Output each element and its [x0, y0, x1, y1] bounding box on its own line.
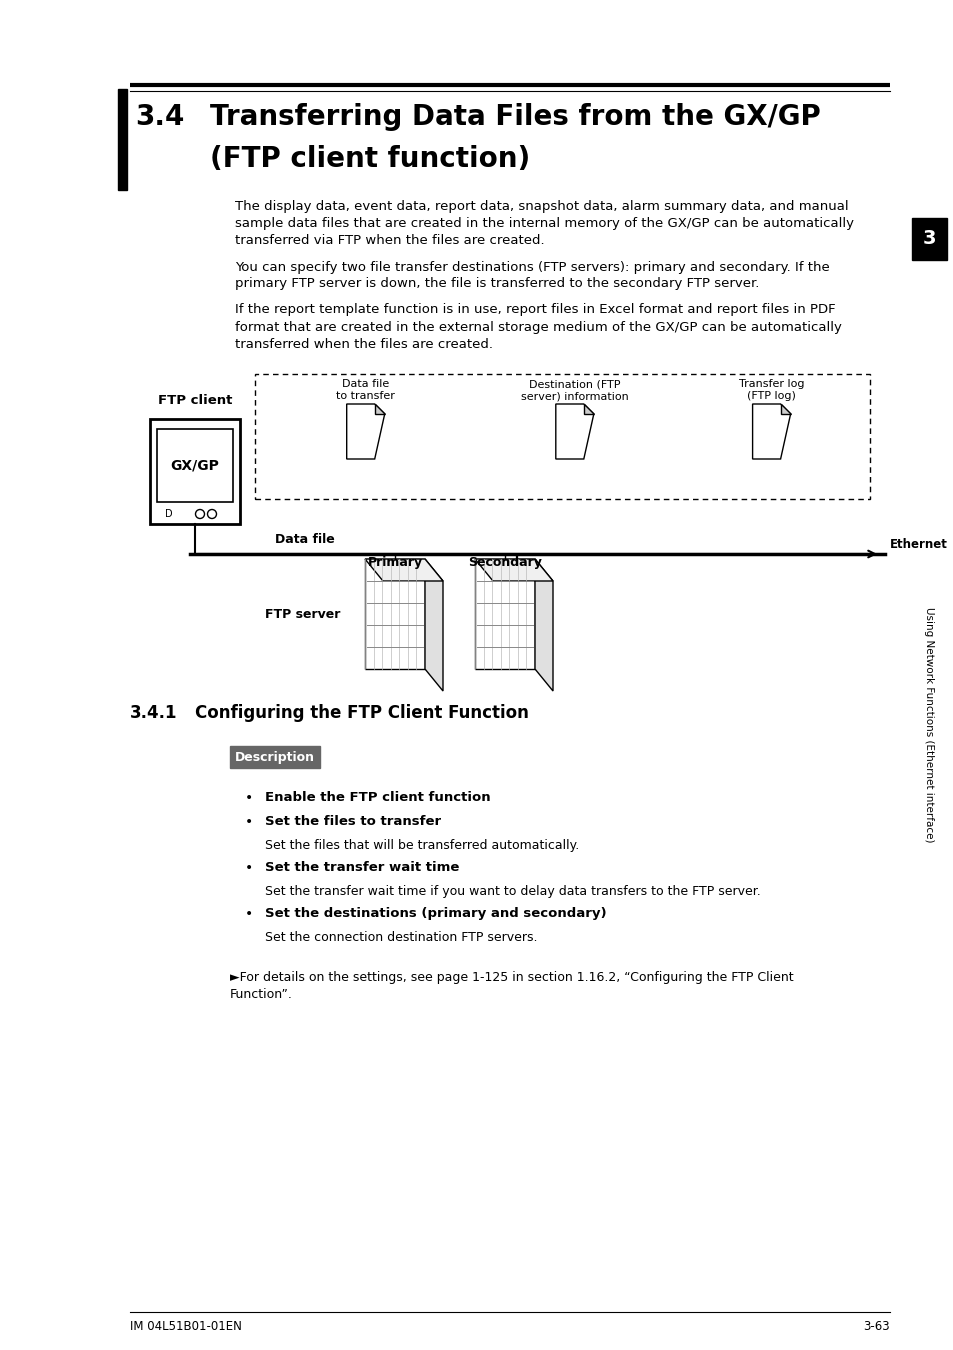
Polygon shape [780, 404, 790, 414]
Polygon shape [424, 559, 442, 691]
Text: IM 04L51B01-01EN: IM 04L51B01-01EN [130, 1320, 242, 1332]
Bar [254, 374, 869, 500]
Polygon shape [475, 559, 553, 580]
Text: Set the destinations (primary and secondary): Set the destinations (primary and second… [265, 907, 606, 919]
Text: 3: 3 [922, 230, 935, 248]
Polygon shape [752, 404, 790, 459]
Text: 3.4: 3.4 [135, 103, 184, 131]
Text: The display data, event data, report data, snapshot data, alarm summary data, an: The display data, event data, report dat… [234, 200, 853, 247]
Text: Set the connection destination FTP servers.: Set the connection destination FTP serve… [265, 931, 537, 944]
Polygon shape [365, 559, 442, 580]
Text: Enable the FTP client function: Enable the FTP client function [265, 791, 490, 805]
Text: Destination (FTP
server) information: Destination (FTP server) information [520, 379, 628, 401]
Bar [230, 747, 319, 768]
Text: •: • [245, 815, 253, 829]
Text: FTP client: FTP client [157, 394, 232, 406]
Text: Set the transfer wait time if you want to delay data transfers to the FTP server: Set the transfer wait time if you want t… [265, 886, 760, 898]
Text: Configuring the FTP Client Function: Configuring the FTP Client Function [194, 703, 528, 722]
Text: 3.4.1: 3.4.1 [130, 703, 177, 722]
Bar [150, 418, 240, 524]
Polygon shape [375, 404, 384, 414]
Text: Description: Description [234, 751, 314, 764]
Text: Data file
to transfer: Data file to transfer [335, 379, 395, 401]
Text: ►For details on the settings, see page 1-125 in section 1.16.2, “Configuring the: ►For details on the settings, see page 1… [230, 971, 793, 1000]
Text: FTP server: FTP server [264, 608, 339, 621]
Text: •: • [245, 791, 253, 805]
Text: 3-63: 3-63 [862, 1320, 889, 1332]
Polygon shape [556, 404, 593, 459]
Bar [118, 89, 127, 190]
Text: Primary: Primary [367, 556, 422, 568]
Text: You can specify two file transfer destinations (FTP servers): primary and second: You can specify two file transfer destin… [234, 261, 829, 290]
Text: (FTP client function): (FTP client function) [210, 144, 530, 173]
Polygon shape [346, 404, 384, 459]
Text: Secondary: Secondary [468, 556, 541, 568]
Bar [475, 559, 535, 670]
Text: If the report template function is in use, report files in Excel format and repo: If the report template function is in us… [234, 304, 841, 351]
Polygon shape [583, 404, 593, 414]
Text: D: D [165, 509, 172, 518]
Text: Set the transfer wait time: Set the transfer wait time [265, 861, 459, 873]
Text: GX/GP: GX/GP [171, 459, 219, 472]
Text: Set the files to transfer: Set the files to transfer [265, 815, 440, 828]
Text: Transfer log
(FTP log): Transfer log (FTP log) [738, 379, 803, 401]
Bar [911, 217, 946, 261]
Text: Transferring Data Files from the GX/GP: Transferring Data Files from the GX/GP [210, 103, 820, 131]
Text: Set the files that will be transferred automatically.: Set the files that will be transferred a… [265, 838, 578, 852]
Text: •: • [245, 861, 253, 875]
Text: •: • [245, 907, 253, 921]
Text: Using Network Functions (Ethernet interface): Using Network Functions (Ethernet interf… [923, 608, 934, 842]
Text: Data file: Data file [274, 533, 335, 545]
Bar [365, 559, 424, 670]
Polygon shape [535, 559, 553, 691]
Text: Ethernet: Ethernet [889, 539, 947, 551]
Bar [157, 429, 233, 502]
